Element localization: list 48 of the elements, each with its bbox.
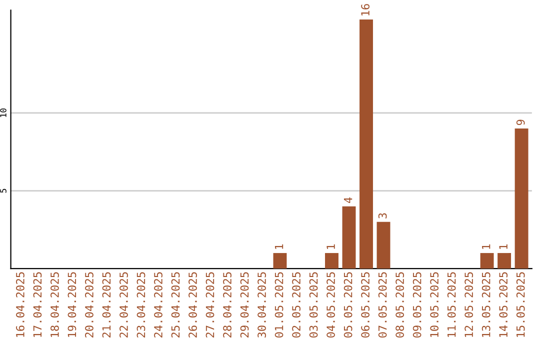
bar — [376, 222, 390, 269]
data-label: 1 — [326, 244, 335, 249]
x-tick-label: 12.05.2025 — [464, 272, 474, 337]
bar — [342, 206, 356, 269]
data-label: 9 — [516, 120, 525, 126]
y-tick-label: 10 — [0, 108, 6, 117]
bar — [360, 20, 373, 269]
x-tick-label: 24.04.2025 — [154, 272, 162, 338]
data-label: 1 — [499, 244, 508, 249]
x-tick-label: 09.05.2025 — [412, 272, 422, 338]
x-tick-label: 13.05.2025 — [482, 272, 490, 337]
bar — [325, 253, 338, 269]
x-tick-label: 27.04.2025 — [206, 272, 214, 338]
x-tick-label: 21.04.2025 — [102, 272, 111, 338]
x-tick-label: 23.04.2025 — [136, 272, 146, 338]
x-tick-label: 05.05.2025 — [344, 272, 352, 338]
x-tick-label: 30.04.2025 — [258, 272, 266, 338]
bar — [498, 253, 512, 269]
x-tick-label: 28.04.2025 — [223, 272, 232, 338]
x-tick-label: 15.05.2025 — [516, 272, 525, 337]
x-tick-label: 29.04.2025 — [240, 272, 249, 338]
y-tick-label: 5 — [0, 188, 6, 193]
x-tick-label: 01.05.2025 — [274, 272, 284, 338]
data-label: 16 — [361, 4, 370, 16]
x-tick-label: 14.05.2025 — [499, 272, 508, 337]
data-label: 4 — [344, 197, 352, 204]
x-tick-label: 26.04.2025 — [188, 272, 197, 338]
x-tick-label: 04.05.2025 — [326, 272, 335, 338]
data-label: 1 — [274, 244, 284, 249]
bar — [273, 253, 287, 269]
x-tick-label: 03.05.2025 — [309, 272, 318, 338]
x-tick-label: 08.05.2025 — [396, 272, 404, 338]
x-tick-label: 10.05.2025 — [430, 272, 439, 337]
x-tick-label: 02.05.2025 — [292, 272, 300, 338]
x-tick-label: 11.05.2025 — [447, 272, 456, 337]
bar — [514, 128, 528, 269]
data-label: 1 — [482, 244, 490, 249]
x-tick-label: 18.04.2025 — [50, 272, 59, 337]
bar — [480, 253, 494, 269]
x-tick-label: 25.04.2025 — [171, 272, 180, 338]
x-tick-label: 06.05.2025 — [361, 272, 370, 338]
data-label: 3 — [378, 213, 387, 218]
x-tick-label: 07.05.2025 — [378, 272, 387, 338]
x-tick-label: 16.04.2025 — [16, 272, 24, 337]
x-tick-label: 17.04.2025 — [33, 272, 42, 337]
x-tick-label: 19.04.2025 — [68, 272, 76, 337]
x-tick-label: 20.04.2025 — [85, 272, 94, 338]
x-tick-label: 22.04.2025 — [120, 272, 128, 338]
